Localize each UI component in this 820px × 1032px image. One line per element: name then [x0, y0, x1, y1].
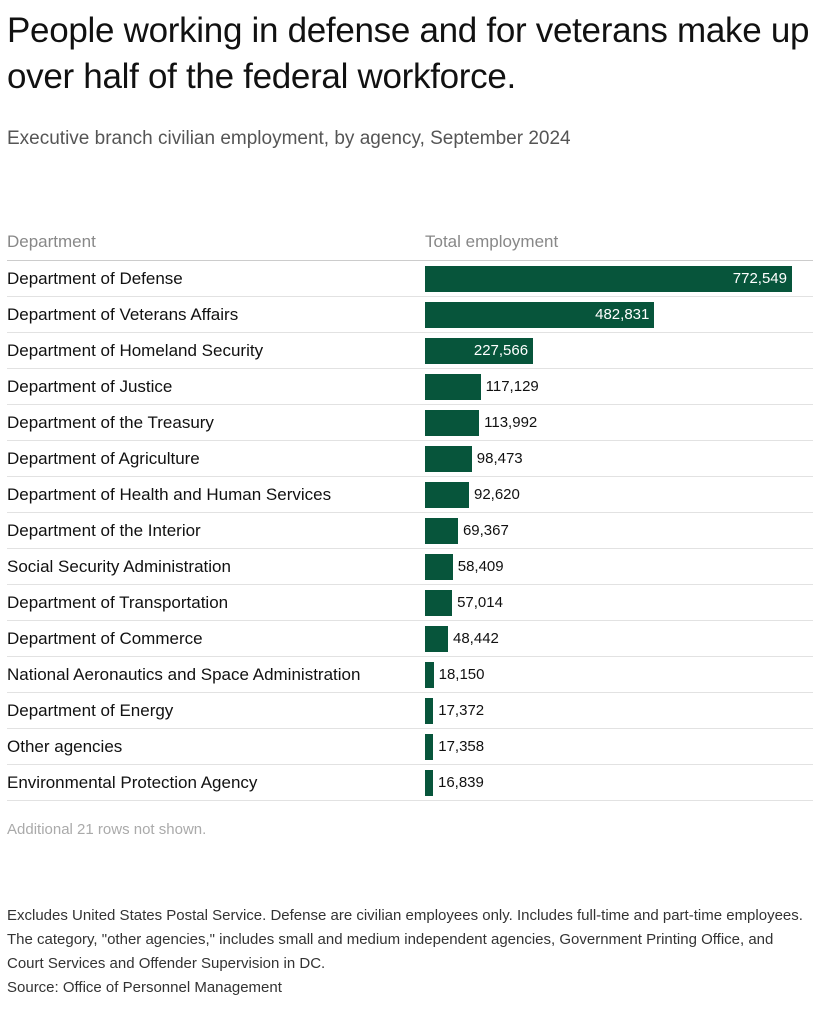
- bar: 772,549: [425, 265, 792, 292]
- value-label: 58,409: [457, 558, 504, 575]
- row-label: Department of Homeland Security: [7, 341, 264, 360]
- table-row: National Aeronautics and Space Administr…: [7, 657, 813, 693]
- row-label: Other agencies: [7, 737, 123, 756]
- footnote: Excludes United States Postal Service. D…: [7, 904, 813, 1000]
- table-row: Department of Justice 117,129: [7, 369, 813, 405]
- subtitle: Executive branch civilian employment, by…: [7, 128, 571, 149]
- bar: [425, 445, 472, 472]
- value-label: 227,566: [473, 341, 529, 359]
- table-row: Environmental Protection Agency 16,839: [7, 765, 813, 801]
- row-label: Department of Defense: [7, 269, 183, 288]
- bar-cell: 16,839: [425, 769, 813, 796]
- table-row: Department of Health and Human Services 9…: [7, 477, 813, 513]
- source: Source: Office of Personnel Management: [7, 979, 282, 996]
- bar-cell: 58,409: [425, 553, 813, 580]
- bar-cell: 227,566: [425, 337, 813, 364]
- value-label: 772,549: [732, 269, 787, 287]
- row-label: Department of the Treasury: [7, 413, 214, 432]
- bar: [425, 697, 434, 724]
- value-label: 69,367: [462, 522, 509, 539]
- bar: 482,831: [425, 301, 655, 328]
- table-row: Department of Agriculture 98,473: [7, 441, 813, 477]
- bar-cell: 18,150: [425, 661, 813, 688]
- value-label: 18,150: [438, 666, 485, 683]
- value-label: 17,358: [438, 738, 485, 755]
- table-row: Department of Homeland Security 227,566: [7, 333, 813, 369]
- bar: [425, 589, 453, 616]
- table-row: Department of the Treasury 113,992: [7, 405, 813, 441]
- table-row: Department of Commerce 48,442: [7, 621, 813, 657]
- bar: [425, 517, 458, 544]
- bar: 227,566: [425, 337, 534, 364]
- page: People working in defense and for vetera…: [0, 8, 820, 1032]
- value-label: 117,129: [485, 378, 539, 395]
- value-label: 92,620: [473, 486, 520, 503]
- table-row: Other agencies 17,358: [7, 729, 813, 765]
- chart-title: People working in defense and for vetera…: [7, 11, 810, 96]
- table-header: Department Total employment: [7, 232, 813, 261]
- value-label: 17,372: [438, 702, 485, 719]
- row-label: Department of Health and Human Services: [7, 485, 332, 504]
- column-header: Total employment: [425, 232, 559, 251]
- bar-cell: 113,992: [425, 409, 813, 436]
- table-row: Social Security Administration 58,409: [7, 549, 813, 585]
- table-row: Department of Transportation 57,014: [7, 585, 813, 621]
- bar: [425, 409, 480, 436]
- bar-cell: 772,549: [425, 265, 813, 292]
- row-label: Environmental Protection Agency: [7, 773, 258, 792]
- row-label: National Aeronautics and Space Administr…: [7, 665, 361, 684]
- chart: People working in defense and for vetera…: [0, 8, 820, 1000]
- value-label: 57,014: [457, 594, 503, 611]
- more-rows-note: Additional 21 rows not shown.: [7, 821, 207, 838]
- row-label: Department of Agriculture: [7, 449, 200, 468]
- bar: [425, 553, 453, 580]
- bar: [425, 733, 434, 760]
- bar-cell: 17,358: [425, 733, 813, 760]
- column-header: Department: [7, 232, 96, 251]
- value-label: 482,831: [595, 305, 650, 323]
- bar-cell: 117,129: [425, 373, 813, 400]
- bar: [425, 373, 481, 400]
- bar: [425, 769, 433, 796]
- row-label: Department of the Interior: [7, 521, 201, 540]
- table-row: Department of the Interior 69,367: [7, 513, 813, 549]
- row-label: Department of Transportation: [7, 593, 229, 612]
- bar-cell: 57,014: [425, 589, 813, 616]
- bar-cell: 92,620: [425, 481, 813, 508]
- bar: [425, 481, 469, 508]
- bar-cell: 48,442: [425, 625, 813, 652]
- row-label: Department of Commerce: [7, 629, 203, 648]
- table-row: Department of Energy 17,372: [7, 693, 813, 729]
- bar-cell: 482,831: [425, 301, 813, 328]
- table-body: Department of Defense 772,549 Department o…: [7, 261, 813, 801]
- value-label: 113,992: [484, 414, 538, 431]
- note: Excludes United States Postal Service. D…: [7, 907, 803, 972]
- value-label: 16,839: [437, 774, 484, 791]
- bar-cell: 98,473: [425, 445, 813, 472]
- value-label: 48,442: [453, 630, 499, 647]
- table-row: Department of Veterans Affairs 482,831: [7, 297, 813, 333]
- value-label: 98,473: [476, 450, 523, 467]
- table-row: Department of Defense 772,549: [7, 261, 813, 297]
- bar: [425, 661, 434, 688]
- bar-cell: 69,367: [425, 517, 813, 544]
- row-label: Department of Veterans Affairs: [7, 305, 239, 324]
- bar: [425, 625, 448, 652]
- row-label: Department of Justice: [7, 377, 173, 396]
- row-label: Social Security Administration: [7, 557, 231, 576]
- row-label: Department of Energy: [7, 701, 174, 720]
- bar-cell: 17,372: [425, 697, 813, 724]
